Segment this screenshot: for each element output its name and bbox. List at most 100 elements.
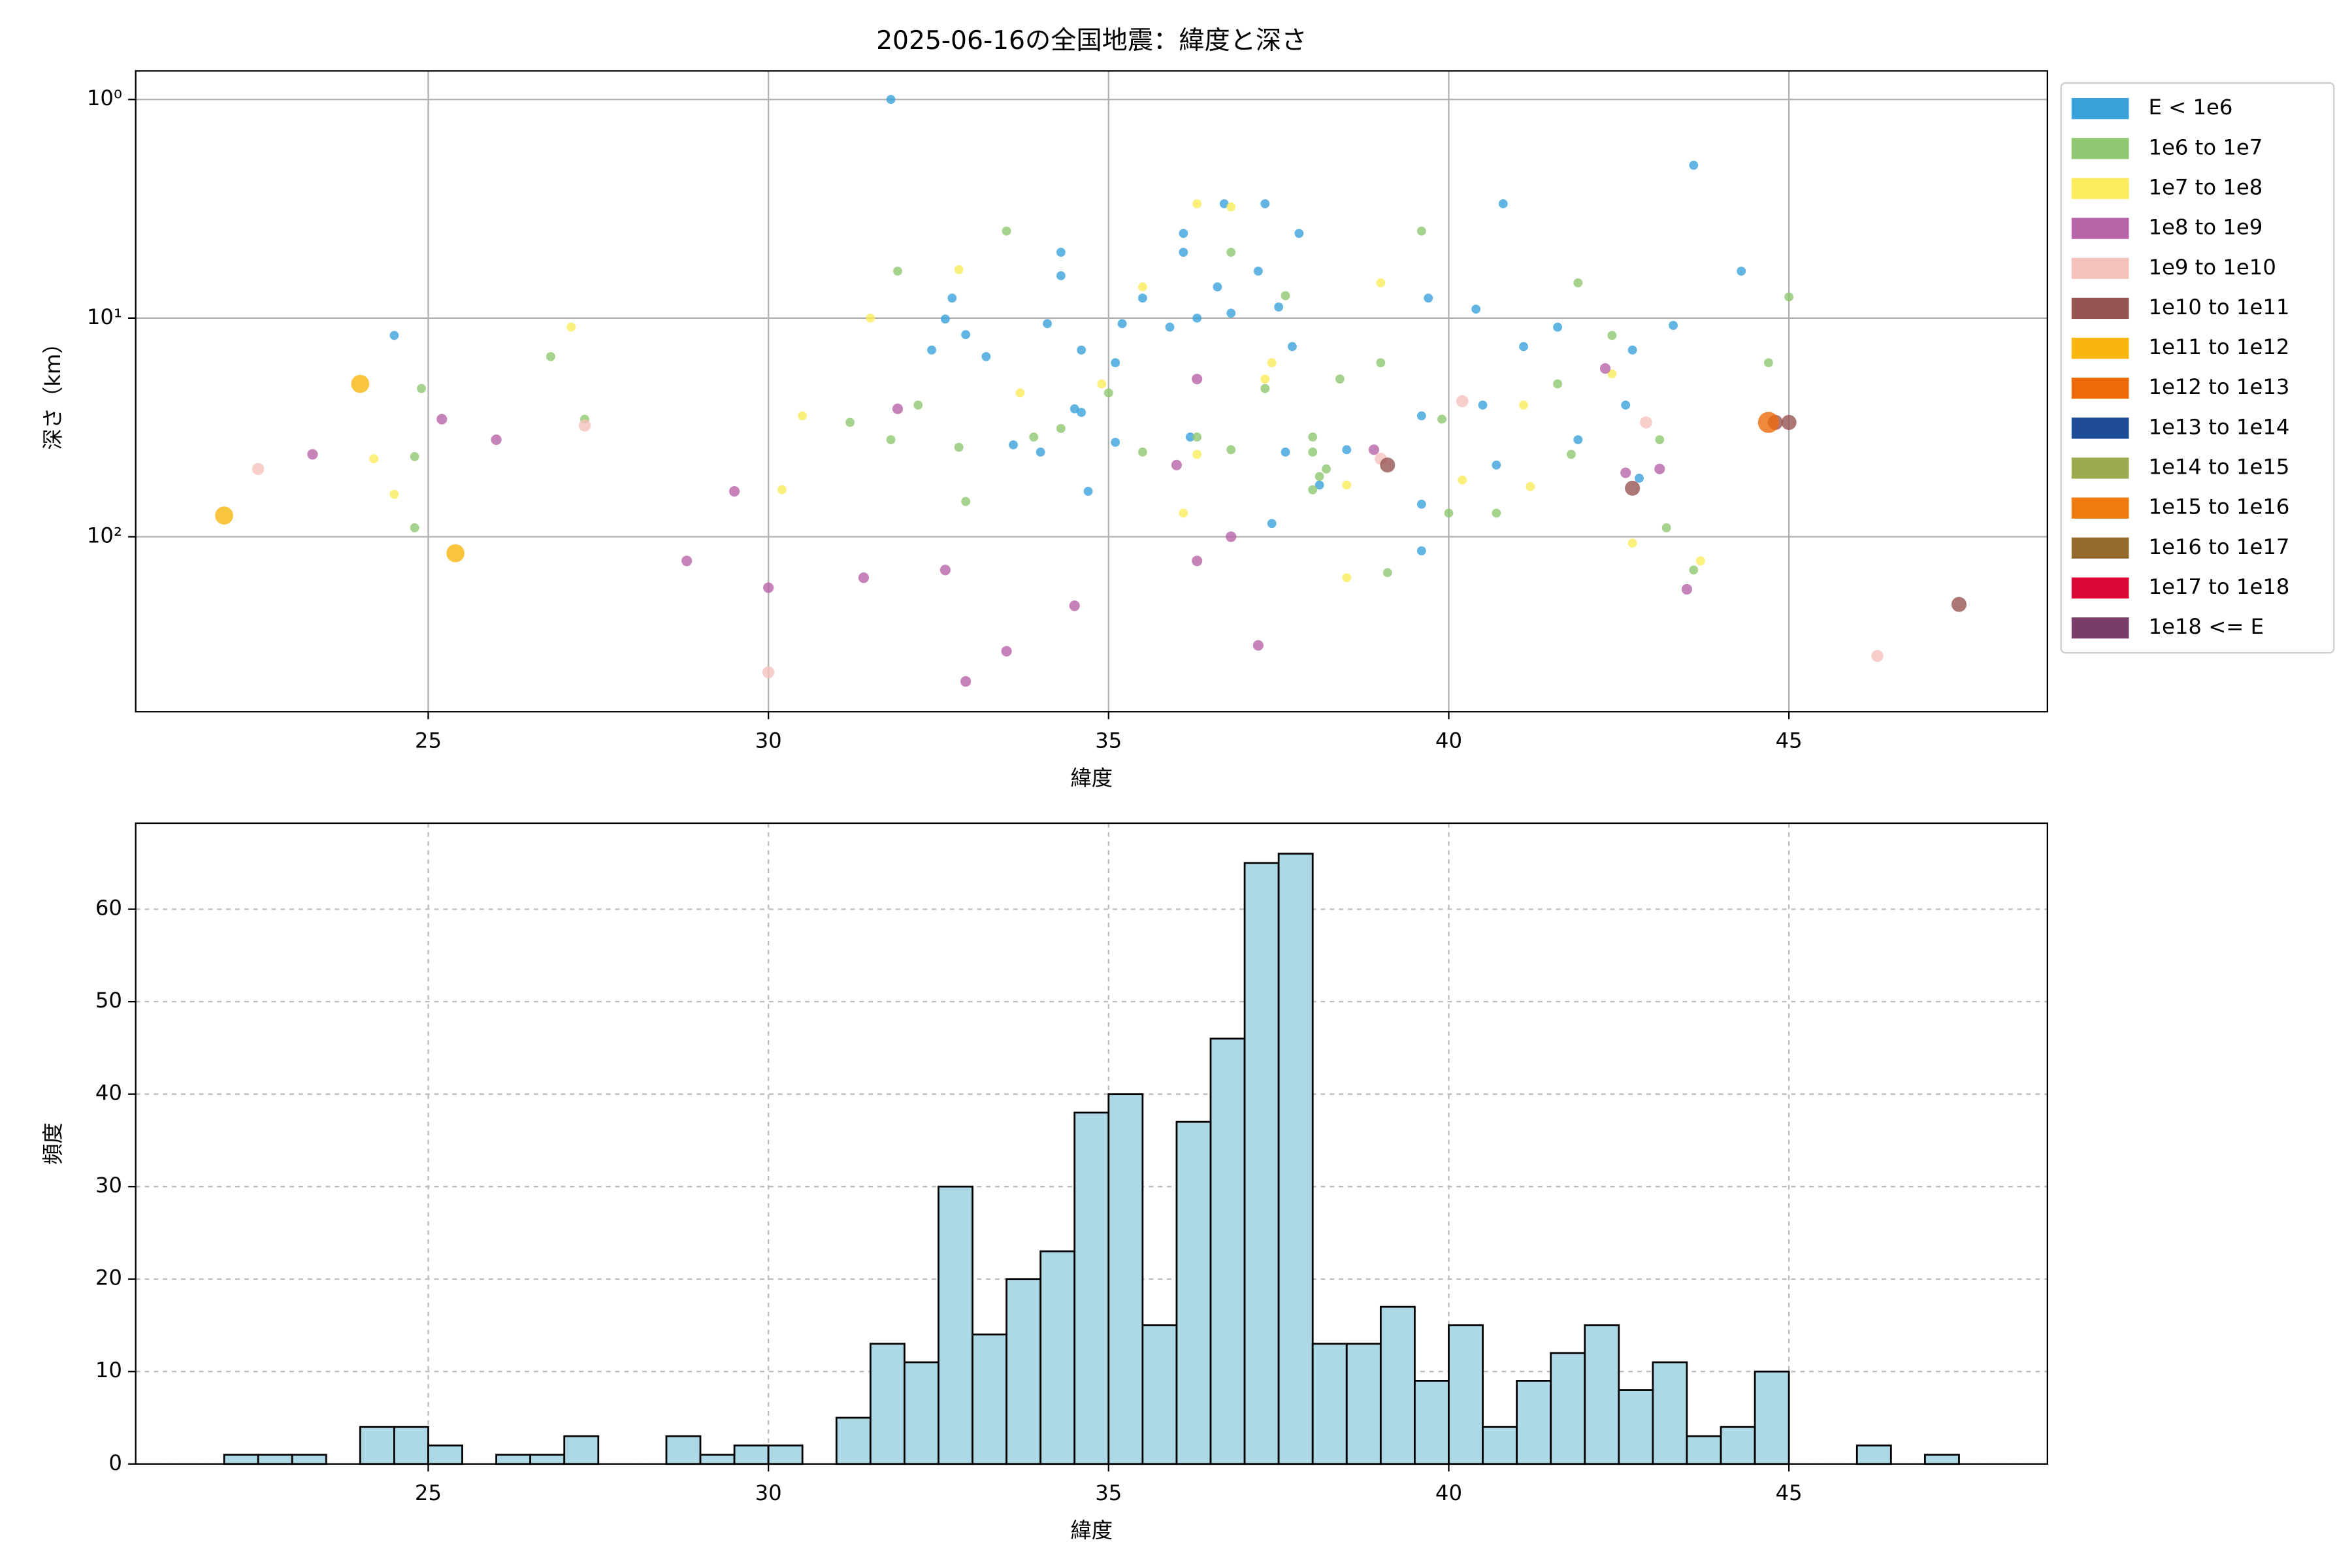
histogram-bar xyxy=(767,1445,804,1465)
legend-swatch xyxy=(2071,218,2129,239)
y-tick-label: 10 xyxy=(95,1358,122,1382)
scatter-point xyxy=(1179,248,1188,257)
legend-label: 1e6 to 1e7 xyxy=(2148,135,2262,159)
scatter-point xyxy=(777,485,787,495)
histogram-bar xyxy=(1243,862,1280,1465)
x-tick-label: 25 xyxy=(415,728,442,753)
x-tick-label: 40 xyxy=(1435,1480,1462,1505)
histogram-bar xyxy=(1652,1361,1688,1465)
scatter-point xyxy=(1607,331,1617,340)
scatter-point xyxy=(763,582,774,593)
scatter-point xyxy=(1573,278,1583,287)
x-tick-label: 25 xyxy=(415,1480,442,1505)
scatter-point xyxy=(1640,416,1652,429)
scatter-point xyxy=(1185,433,1195,442)
legend-label: 1e7 to 1e8 xyxy=(2148,174,2262,199)
scatter-point xyxy=(961,330,971,340)
scatter-point xyxy=(845,417,855,427)
legend-swatch xyxy=(2071,537,2129,559)
scatter-point xyxy=(1315,480,1324,490)
x-tick-label: 35 xyxy=(1095,728,1122,753)
x-tick-label: 30 xyxy=(755,1480,782,1505)
scatter-point xyxy=(1111,358,1120,368)
scatter-point xyxy=(1192,199,1202,208)
scatter-point xyxy=(1226,248,1236,257)
scatter-point xyxy=(1342,480,1352,490)
scatter-point xyxy=(1308,433,1318,442)
legend-box xyxy=(2060,82,2335,654)
histogram-bar xyxy=(1550,1352,1586,1465)
y-tick-label: 10¹ xyxy=(87,304,122,329)
scatter-point xyxy=(1179,229,1188,238)
histogram-bar xyxy=(972,1333,1007,1465)
histogram-bar xyxy=(1855,1445,1892,1465)
scatter-point xyxy=(1654,463,1665,474)
scatter-point xyxy=(1165,322,1175,332)
histogram-bar xyxy=(1345,1343,1382,1465)
y-tick-label: 40 xyxy=(95,1081,122,1105)
histogram-bar xyxy=(1311,1343,1348,1465)
scatter-point xyxy=(1763,358,1773,368)
scatter-point xyxy=(1416,499,1426,509)
scatter-point xyxy=(1553,322,1563,332)
scatter-point xyxy=(491,434,502,446)
histogram-bar xyxy=(904,1361,939,1465)
histogram-bar xyxy=(1141,1324,1178,1465)
histogram-bar xyxy=(1754,1370,1790,1465)
scatter-point xyxy=(1382,568,1392,578)
legend-label: 1e8 to 1e9 xyxy=(2148,215,2262,240)
histogram-bar xyxy=(1414,1380,1450,1465)
scatter-point xyxy=(1192,433,1202,442)
scatter-point xyxy=(1620,467,1631,478)
x-axis-label: 緯度 xyxy=(1070,766,1113,791)
y-tick-label: 20 xyxy=(95,1266,122,1290)
x-tick-label: 30 xyxy=(755,728,782,753)
scatter-point xyxy=(1458,475,1467,485)
scatter-point xyxy=(1002,226,1011,236)
scatter-point xyxy=(1342,573,1352,583)
histogram-bar xyxy=(1482,1426,1518,1465)
scatter-point xyxy=(1308,448,1318,457)
scatter-point xyxy=(1111,438,1120,447)
y-axis-label: 深さ（km） xyxy=(41,333,65,449)
scatter-point xyxy=(1566,449,1576,459)
scatter-point xyxy=(858,572,869,583)
scatter-point xyxy=(1260,199,1270,208)
scatter-point xyxy=(215,506,233,525)
legend-label: E < 1e6 xyxy=(2148,95,2232,120)
scatter-point xyxy=(1416,546,1426,556)
scatter-point xyxy=(1056,423,1066,433)
plot-frame xyxy=(135,70,2048,713)
scatter-point xyxy=(1226,202,1236,212)
legend-label: 1e17 to 1e18 xyxy=(2148,574,2289,599)
y-tick-label: 50 xyxy=(95,988,122,1013)
scatter-point xyxy=(1171,459,1183,470)
scatter-point xyxy=(1192,555,1203,566)
scatter-point xyxy=(1315,472,1324,482)
y-tick-label: 30 xyxy=(95,1173,122,1198)
scatter-point xyxy=(1681,583,1693,595)
scatter-point xyxy=(1308,485,1318,495)
scatter-point xyxy=(1137,448,1147,457)
x-tick-label: 45 xyxy=(1776,728,1803,753)
scatter-point xyxy=(1001,645,1012,657)
scatter-point xyxy=(1553,379,1563,389)
x-tick-label: 45 xyxy=(1776,1480,1803,1505)
scatter-point xyxy=(436,414,448,425)
y-tick-label: 0 xyxy=(108,1450,122,1475)
scatter-point xyxy=(1226,445,1236,455)
histogram-bar xyxy=(1584,1324,1620,1465)
scatter-point xyxy=(1689,161,1699,170)
scatter-point xyxy=(1424,293,1433,303)
histogram-bar xyxy=(1209,1037,1246,1465)
scatter-point xyxy=(728,485,740,497)
scatter-point xyxy=(1253,267,1263,276)
legend-swatch xyxy=(2071,337,2129,359)
scatter-point xyxy=(798,411,808,421)
scatter-point xyxy=(1757,412,1780,433)
scatter-point xyxy=(1416,411,1426,421)
scatter-point xyxy=(1179,508,1188,518)
scatter-point xyxy=(927,345,936,355)
histogram-bar xyxy=(427,1445,463,1465)
